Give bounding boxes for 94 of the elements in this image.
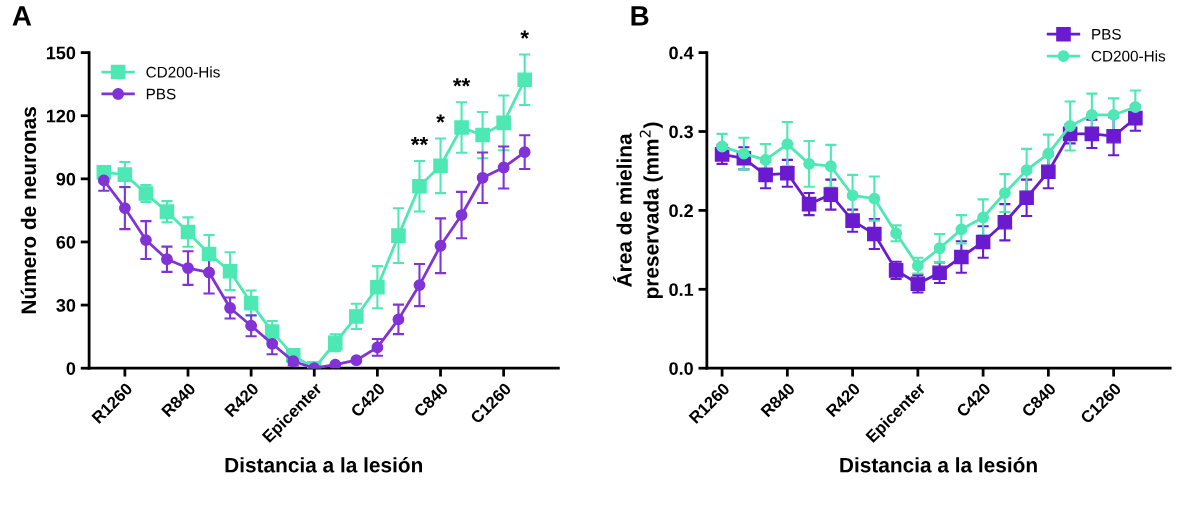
point — [180, 224, 196, 240]
point — [1041, 164, 1056, 180]
point — [371, 341, 384, 354]
point — [182, 262, 194, 274]
point — [868, 192, 881, 205]
point — [997, 214, 1013, 230]
point — [370, 279, 385, 295]
legend-label: PBS — [146, 88, 176, 100]
point — [243, 295, 259, 311]
point — [1106, 128, 1121, 144]
point — [975, 234, 991, 250]
point — [998, 187, 1011, 199]
data-label: * — [520, 30, 529, 39]
point — [716, 140, 728, 153]
point — [413, 279, 426, 291]
point — [433, 158, 448, 174]
y-tick-label: 0.3 — [669, 125, 694, 139]
text: B — [631, 6, 649, 26]
point — [497, 161, 510, 174]
point — [518, 146, 531, 159]
x-axis-title: Distancia a la lesión — [225, 457, 423, 473]
point — [803, 157, 815, 170]
point — [517, 72, 532, 88]
point — [161, 253, 173, 266]
point — [97, 174, 110, 187]
data-label: ** — [452, 78, 471, 87]
point — [203, 266, 215, 279]
point — [266, 337, 279, 350]
point — [867, 226, 882, 242]
data-label: * — [436, 114, 445, 123]
point — [455, 209, 468, 221]
point — [1085, 109, 1098, 121]
point — [118, 202, 131, 214]
point — [977, 211, 990, 224]
y-tick-label: 0.4 — [669, 46, 694, 60]
point — [1064, 120, 1077, 132]
point — [758, 167, 773, 183]
y-tick-label: 30 — [56, 299, 76, 312]
y-tick-label: 60 — [56, 235, 76, 249]
point — [329, 358, 342, 369]
point — [434, 239, 447, 252]
point — [846, 189, 859, 202]
point — [824, 160, 837, 173]
y-axis-title: Número de neuronas — [20, 107, 37, 314]
y-tick-label: 120 — [46, 109, 76, 123]
point — [1019, 190, 1034, 206]
point — [1107, 109, 1120, 121]
point — [1042, 147, 1055, 160]
point — [391, 228, 406, 243]
x-axis-title: Distancia a la lesión — [840, 457, 1037, 473]
point — [823, 187, 839, 202]
point — [1129, 101, 1142, 113]
point — [954, 249, 969, 265]
point — [159, 204, 175, 219]
point — [224, 302, 236, 314]
point — [1020, 164, 1033, 177]
point — [781, 138, 794, 151]
data-label: ** — [410, 136, 429, 146]
point — [201, 246, 217, 262]
y-tick-label: 0.0 — [669, 362, 693, 375]
point — [264, 324, 280, 339]
point — [1084, 126, 1100, 142]
point — [780, 166, 795, 181]
point — [117, 167, 133, 182]
y-tick-label: 0 — [66, 362, 76, 375]
point — [845, 213, 860, 228]
point — [932, 265, 947, 281]
point — [287, 355, 300, 368]
y-tick-label: 150 — [46, 46, 76, 60]
point — [454, 120, 469, 135]
point — [245, 319, 258, 332]
point — [1128, 110, 1143, 126]
legend-label: CD200-His — [146, 66, 220, 78]
point — [933, 242, 946, 255]
point — [496, 115, 511, 131]
point — [737, 147, 750, 160]
point — [801, 196, 817, 212]
legend-label: PBS — [1092, 28, 1121, 40]
point — [759, 154, 772, 166]
point — [955, 223, 968, 236]
point — [222, 263, 238, 279]
y-axis-title: Área de mielina preservada (mm$^{2}$) — [613, 122, 663, 299]
point — [392, 313, 405, 326]
y-tick-label: 90 — [56, 172, 76, 186]
y-tick-label: 0.2 — [669, 204, 693, 218]
point — [140, 234, 152, 246]
point — [476, 171, 489, 184]
text: A — [12, 6, 32, 26]
point — [475, 127, 490, 143]
point — [412, 178, 427, 194]
y-tick-label: 0.1 — [669, 283, 694, 297]
point — [349, 309, 364, 324]
point — [350, 354, 363, 367]
legend-label: CD200-His — [1091, 50, 1166, 62]
